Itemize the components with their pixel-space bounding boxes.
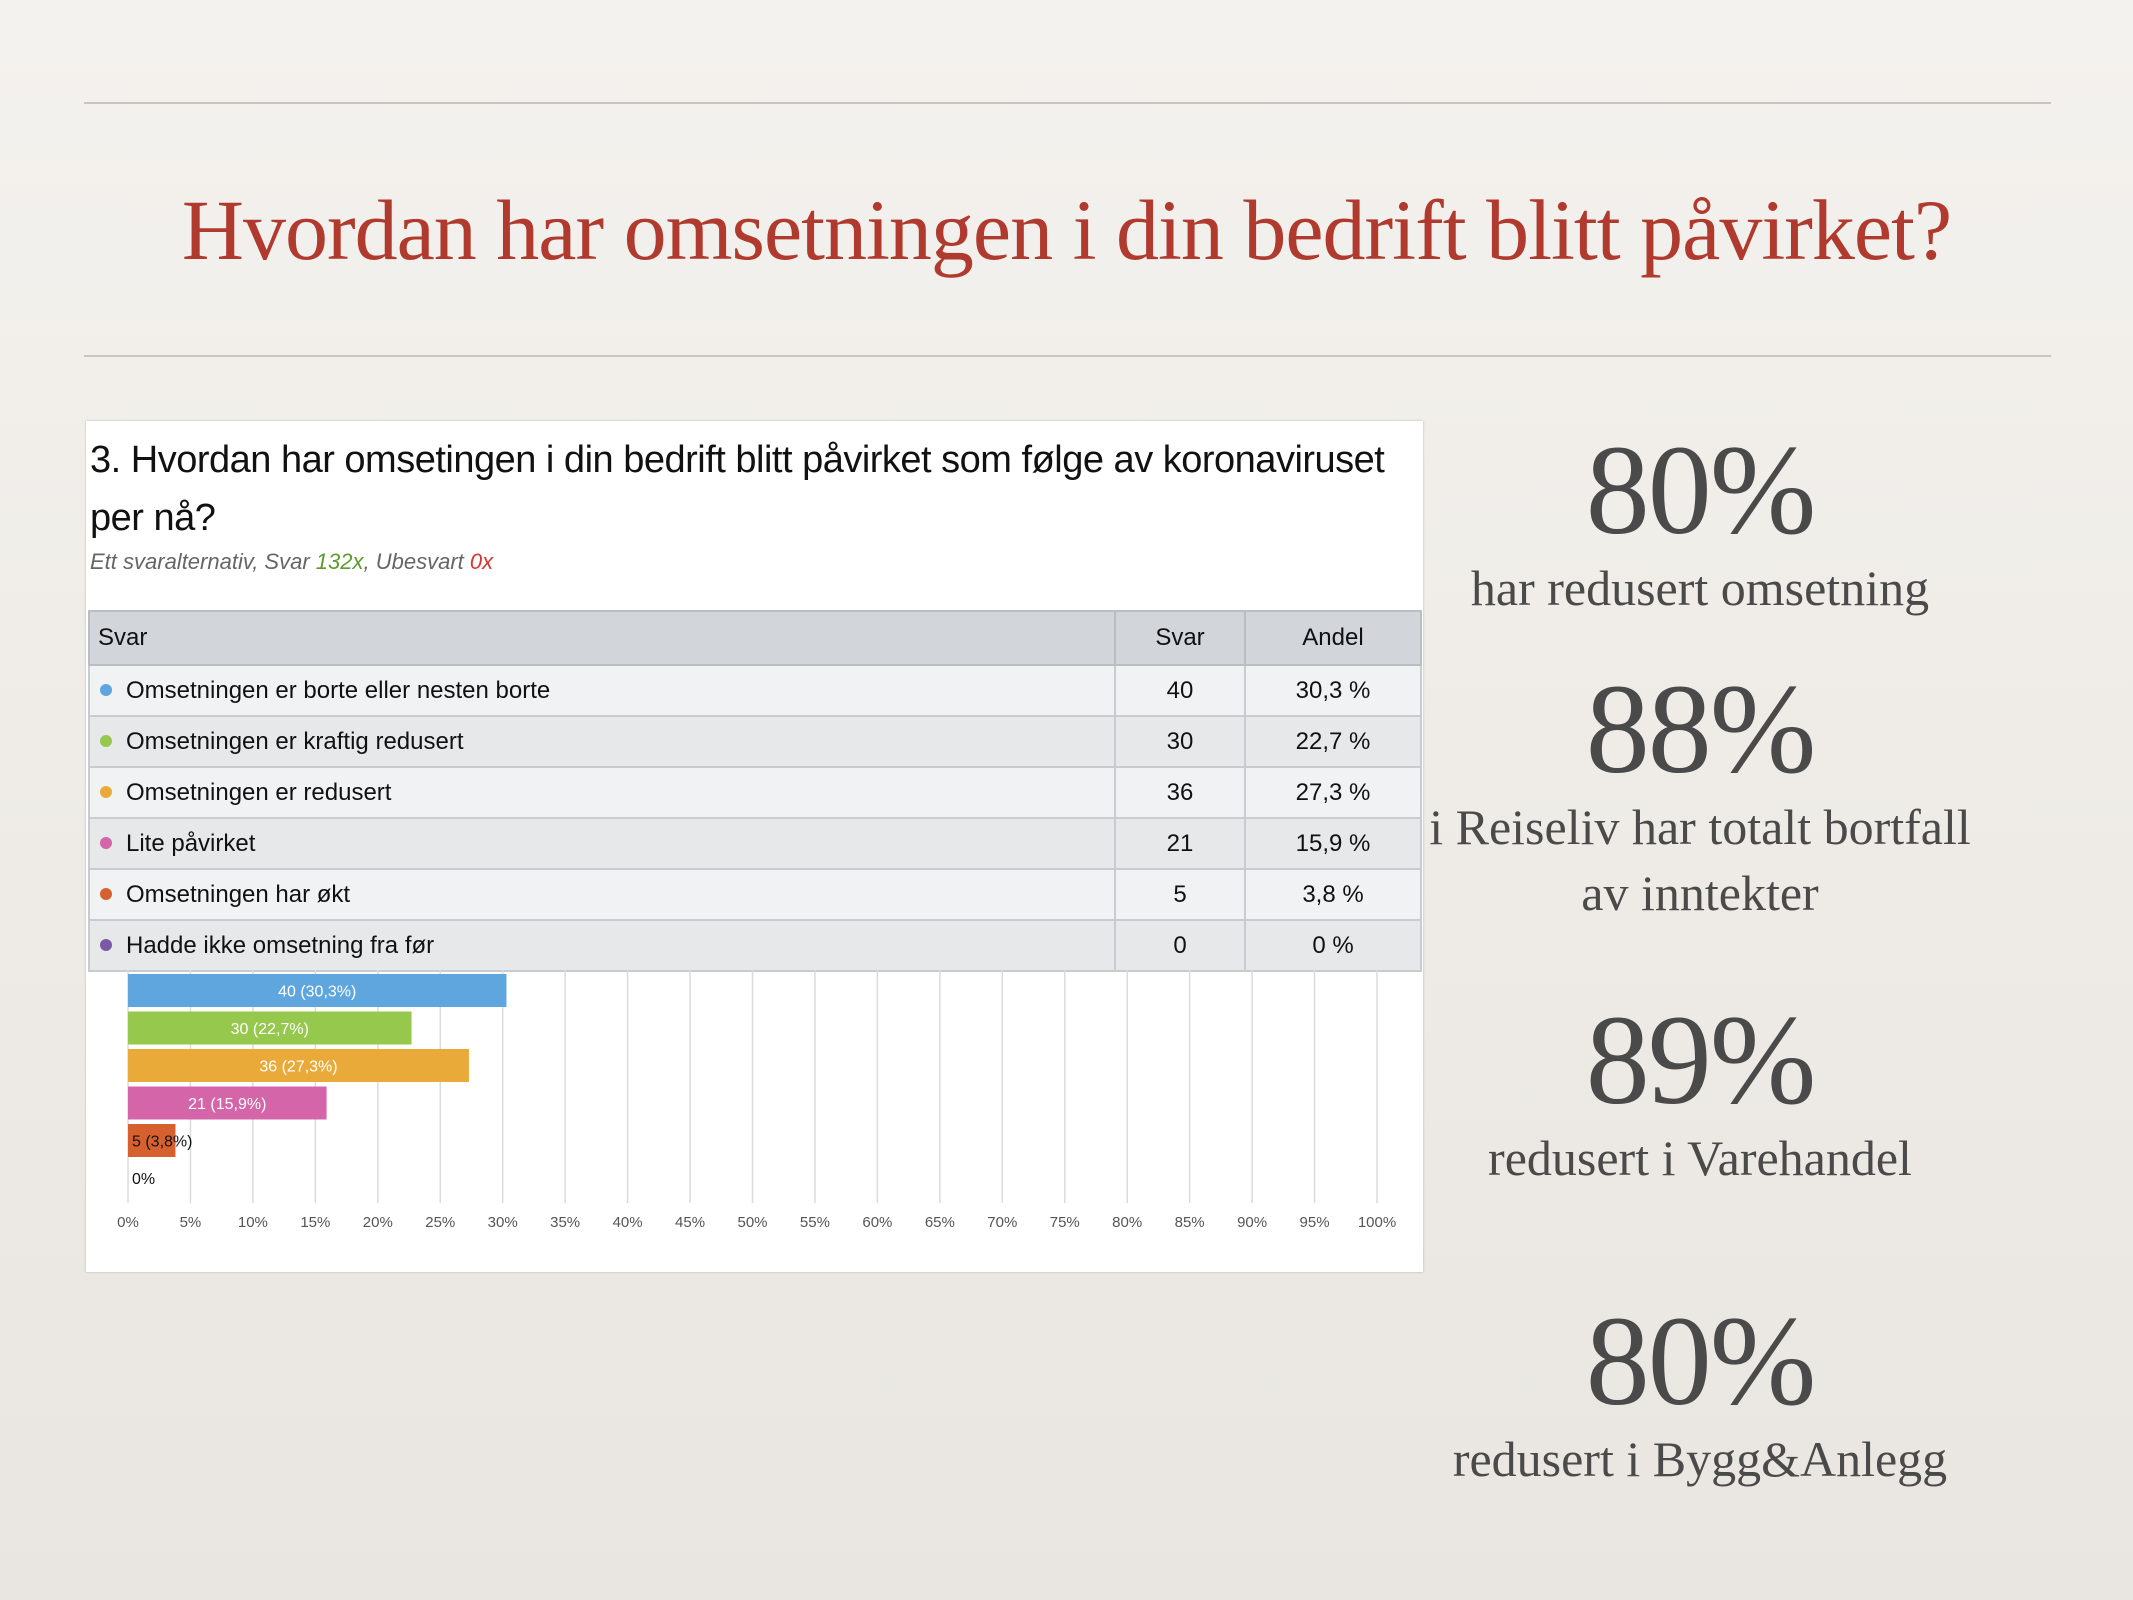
- answer-label: Omsetningen er redusert: [126, 778, 392, 806]
- col-header-share: Andel: [1244, 610, 1422, 666]
- x-tick-label: 60%: [862, 1214, 892, 1231]
- stat-label: i Reiseliv har totalt bortfall av inntek…: [1429, 799, 1971, 921]
- results-table: Svar Svar Andel Omsetningen er borte ell…: [88, 610, 1422, 972]
- count-cell: 30: [1114, 715, 1246, 768]
- bar-data-label: 0%: [132, 1171, 155, 1188]
- count-cell: 40: [1114, 664, 1246, 717]
- bar-data-label: 30 (22,7%): [231, 1021, 309, 1038]
- x-tick-label: 0%: [117, 1214, 139, 1231]
- x-tick-label: 65%: [925, 1214, 955, 1231]
- slide-title: Hvordan har omsetningen i din bedrift bl…: [181, 182, 1952, 278]
- answer-label: Lite påvirket: [126, 829, 256, 857]
- answer-cell: Omsetningen er borte eller nesten borte: [88, 664, 1116, 717]
- table-row: Lite påvirket 21 15,9 %: [88, 817, 1422, 870]
- table-row: Omsetningen har økt 5 3,8 %: [88, 868, 1422, 921]
- x-tick-label: 5%: [180, 1214, 202, 1231]
- table-row: Omsetningen er redusert 36 27,3 %: [88, 766, 1422, 819]
- share-cell: 27,3 %: [1244, 766, 1422, 819]
- title-divider: [84, 355, 2051, 357]
- x-tick-label: 95%: [1300, 1214, 1330, 1231]
- bar-data-label: 21 (15,9%): [188, 1096, 266, 1113]
- answer-label: Omsetningen har økt: [126, 880, 351, 908]
- stat-label: redusert i Varehandel: [1488, 1130, 1912, 1186]
- stat-block: 88% i Reiseliv har totalt bortfall av inn…: [1420, 664, 1980, 926]
- survey-screenshot: 3. Hvordan har omsetingen i din bedrift …: [86, 421, 1423, 1272]
- stat-value: 80%: [1585, 419, 1817, 561]
- col-header-count: Svar: [1114, 610, 1246, 666]
- answer-cell: Lite påvirket: [88, 817, 1116, 870]
- bar: [128, 974, 507, 1007]
- bar-data-label: 40 (30,3%): [278, 984, 356, 1001]
- x-tick-label: 80%: [1112, 1214, 1142, 1231]
- x-tick-label: 20%: [363, 1214, 393, 1231]
- question-title: 3. Hvordan har omsetingen i din bedrift …: [90, 439, 1385, 539]
- x-tick-label: 35%: [550, 1214, 580, 1231]
- x-tick-label: 50%: [737, 1214, 767, 1231]
- bar-chart: 0% 5% 10% 15% 20% 25% 30% 35% 40% 45% 50% 55% 60% 65%…: [117, 970, 1396, 1231]
- share-cell: 15,9 %: [1244, 817, 1422, 870]
- x-tick-label: 70%: [987, 1214, 1017, 1231]
- series-color-dot: [100, 939, 112, 952]
- subtitle-mid: , Ubesvart: [363, 549, 470, 574]
- share-cell: 0 %: [1244, 919, 1422, 972]
- answer-label: Omsetningen er borte eller nesten borte: [126, 676, 551, 704]
- stat-block: 80% har redusert omsetning: [1420, 425, 1980, 621]
- stat-label: redusert i Bygg&Anlegg: [1452, 1431, 1948, 1487]
- series-color-dot: [100, 888, 112, 901]
- x-tick-label: 10%: [238, 1214, 268, 1231]
- count-cell: 36: [1114, 766, 1246, 819]
- table-header: Svar Svar Andel: [88, 610, 1422, 666]
- stat-label: har redusert omsetning: [1470, 560, 1930, 616]
- table-row: Omsetningen er borte eller nesten borte 4…: [88, 664, 1422, 717]
- x-tick-label: 100%: [1358, 1214, 1396, 1231]
- answered-count: 132x: [315, 549, 364, 574]
- x-tick-label: 55%: [800, 1214, 830, 1231]
- bar: [128, 1124, 176, 1157]
- series-color-dot: [100, 837, 112, 850]
- bar-data-label: 5 (3,8%): [132, 1134, 192, 1151]
- count-cell: 0: [1114, 919, 1246, 972]
- x-tick-label: 75%: [1050, 1214, 1080, 1231]
- series-color-dot: [100, 786, 112, 799]
- bar: [128, 1049, 469, 1082]
- answer-label: Hadde ikke omsetning fra før: [126, 931, 435, 959]
- share-cell: 30,3 %: [1244, 664, 1422, 717]
- table-row: Omsetningen er kraftig redusert 30 22,7 %: [88, 715, 1422, 768]
- answer-cell: Omsetningen er redusert: [88, 766, 1116, 819]
- share-cell: 22,7 %: [1244, 715, 1422, 768]
- answer-label: Omsetningen er kraftig redusert: [126, 727, 464, 755]
- series-color-dot: [100, 684, 112, 697]
- count-cell: 21: [1114, 817, 1246, 870]
- subtitle-prefix: Ett svaralternativ, Svar: [90, 549, 316, 574]
- stat-value: 88%: [1585, 658, 1817, 800]
- table-row: Hadde ikke omsetning fra før 0 0 %: [88, 919, 1422, 972]
- bar: [128, 1011, 412, 1045]
- share-cell: 3,8 %: [1244, 868, 1422, 921]
- stat-value: 80%: [1585, 1290, 1817, 1432]
- answer-cell: Hadde ikke omsetning fra før: [88, 919, 1116, 972]
- x-tick-label: 85%: [1175, 1214, 1205, 1231]
- bar: [128, 1086, 327, 1120]
- count-cell: 5: [1114, 868, 1246, 921]
- x-tick-label: 15%: [300, 1214, 330, 1231]
- stat-value: 89%: [1585, 989, 1817, 1131]
- answer-cell: Omsetningen har økt: [88, 868, 1116, 921]
- col-header-answer: Svar: [88, 610, 1116, 666]
- x-tick-label: 25%: [425, 1214, 455, 1231]
- x-tick-label: 90%: [1237, 1214, 1267, 1231]
- stat-block: 80% redusert i Bygg&Anlegg: [1420, 1296, 1980, 1492]
- stat-block: 89% redusert i Varehandel: [1420, 995, 1980, 1191]
- top-divider: [84, 102, 2051, 104]
- unanswered-count: 0x: [469, 549, 494, 574]
- series-color-dot: [100, 735, 112, 748]
- question-subtitle: Ett svaralternativ, Svar 132x, Ubesvart …: [90, 549, 493, 575]
- bar-data-label: 36 (27,3%): [259, 1059, 337, 1076]
- x-tick-label: 45%: [675, 1214, 705, 1231]
- x-tick-label: 30%: [488, 1214, 518, 1231]
- answer-cell: Omsetningen er kraftig redusert: [88, 715, 1116, 768]
- x-tick-label: 40%: [613, 1214, 643, 1231]
